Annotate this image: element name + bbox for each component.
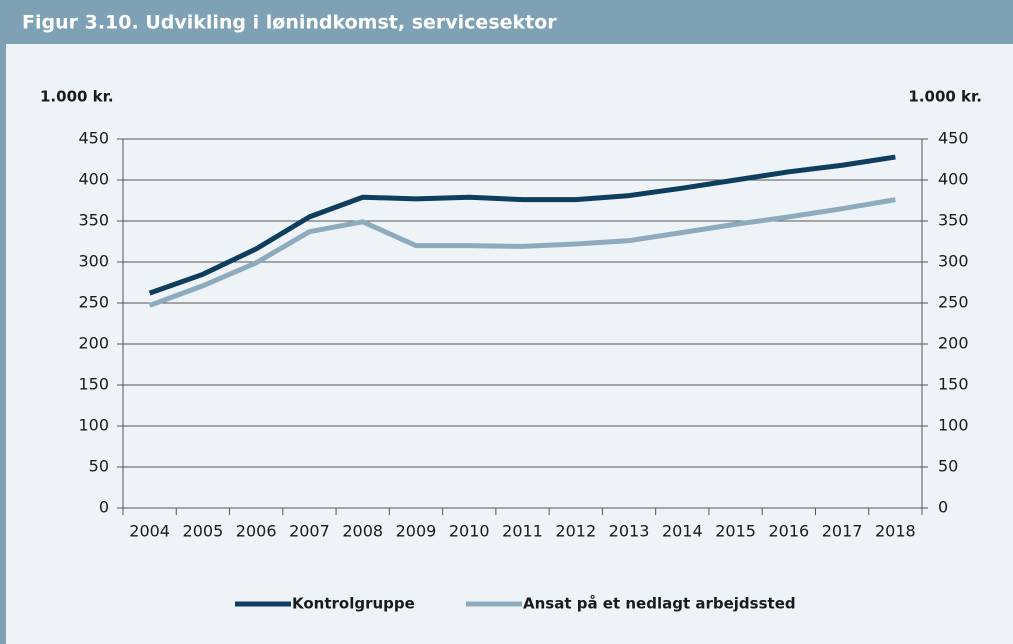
x-tick-label: 2016 (768, 522, 809, 541)
legend-label: Kontrolgruppe (292, 595, 415, 613)
x-tick-label: 2014 (662, 522, 703, 541)
series-line (148, 197, 896, 308)
y-tick-label: 100 (78, 416, 109, 435)
x-tick-label: 2010 (449, 522, 490, 541)
y2-tick-label: 300 (938, 252, 969, 271)
x-tick-label: 2012 (555, 522, 596, 541)
x-tick-label: 2013 (609, 522, 650, 541)
y-tick-label: 150 (78, 375, 109, 394)
y2-tick-label: 450 (938, 129, 969, 148)
x-tick-label: 2017 (822, 522, 863, 541)
y2-tick-label: 150 (938, 375, 969, 394)
x-tick-label: 2006 (236, 522, 277, 541)
chart-title: Figur 3.10. Udvikling i lønindkomst, ser… (22, 12, 557, 34)
header-bar (0, 0, 1013, 44)
y2-tick-label: 0 (938, 498, 948, 517)
y2-tick-label: 350 (938, 211, 969, 230)
y-tick-label: 0 (99, 498, 109, 517)
y-tick-label: 50 (89, 457, 109, 476)
legend-label: Ansat på et nedlagt arbejdssted (523, 595, 796, 613)
y-tick-label: 450 (78, 129, 109, 148)
y-tick-label: 400 (78, 170, 109, 189)
y-tick-label: 250 (78, 293, 109, 312)
x-tick-label: 2007 (289, 522, 330, 541)
x-tick-label: 2018 (875, 522, 916, 541)
series-line (148, 154, 896, 296)
x-tick-label: 2008 (342, 522, 383, 541)
y-tick-label: 300 (78, 252, 109, 271)
y2-axis-label: 1.000 kr. (908, 88, 982, 106)
left-border (0, 44, 6, 644)
x-tick-label: 2011 (502, 522, 543, 541)
x-tick-label: 2005 (183, 522, 224, 541)
y-axis-label: 1.000 kr. (40, 88, 114, 106)
y2-tick-label: 50 (938, 457, 958, 476)
y2-tick-label: 200 (938, 334, 969, 353)
x-tick-label: 2015 (715, 522, 756, 541)
x-tick-label: 2004 (129, 522, 170, 541)
y2-tick-label: 100 (938, 416, 969, 435)
x-tick-label: 2009 (396, 522, 437, 541)
y-tick-label: 350 (78, 211, 109, 230)
y2-tick-label: 250 (938, 293, 969, 312)
y-tick-label: 200 (78, 334, 109, 353)
y2-tick-label: 400 (938, 170, 969, 189)
